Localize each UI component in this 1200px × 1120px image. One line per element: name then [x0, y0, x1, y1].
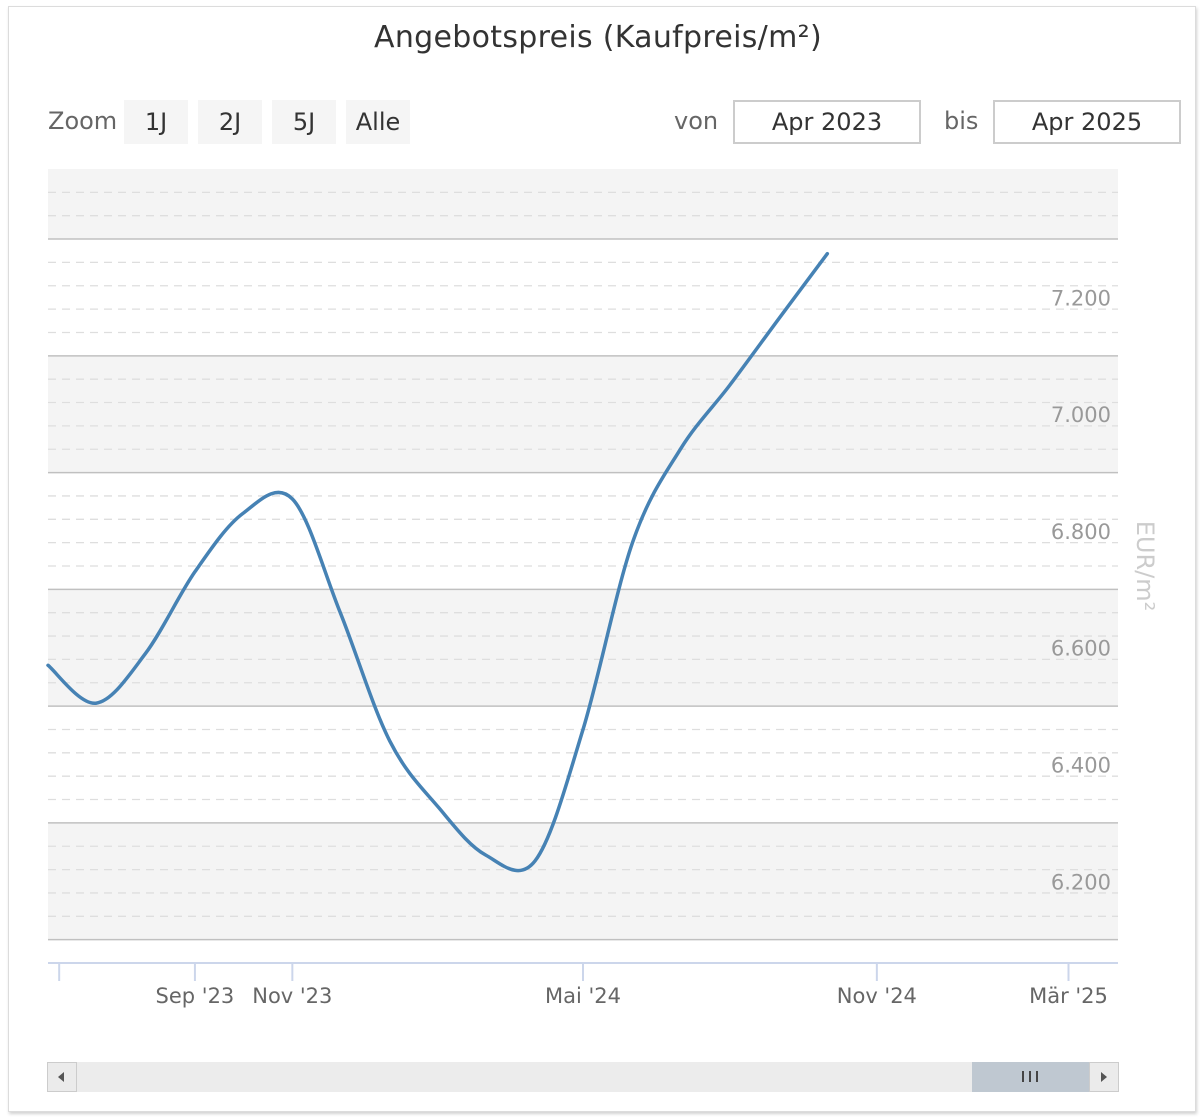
range-from-label: von: [674, 107, 719, 135]
grip-icon: [1022, 1071, 1038, 1082]
x-tick-label: Nov '23: [252, 984, 332, 1008]
plot-band: [48, 589, 1118, 707]
range-to-label: bis: [944, 107, 979, 135]
arrow-right-icon: [1101, 1072, 1107, 1082]
y-axis-title: EUR/m²: [1131, 521, 1159, 612]
chart-title: Angebotspreis (Kaufpreis/m²): [374, 20, 822, 55]
navigator-scrollbar-track[interactable]: [48, 1062, 1116, 1092]
y-tick-label: 6.600: [1051, 637, 1111, 661]
range-from-input[interactable]: Apr 2023: [733, 100, 921, 144]
y-tick-label: 6.200: [1051, 870, 1111, 894]
plot-band: [48, 169, 1118, 240]
zoom-1j-button[interactable]: 1J: [124, 100, 188, 144]
series-line: [46, 251, 830, 873]
x-tick-label: Nov '24: [837, 984, 917, 1008]
zoom-all-button[interactable]: Alle: [346, 100, 410, 144]
y-tick-label: 6.800: [1051, 520, 1111, 544]
y-tick-label: 6.400: [1051, 754, 1111, 778]
range-to-input[interactable]: Apr 2025: [993, 100, 1181, 144]
plot-band: [48, 355, 1118, 473]
plot-band: [48, 822, 1118, 940]
y-tick-label: 7.200: [1051, 286, 1111, 310]
navigator-scrollbar-thumb[interactable]: [972, 1062, 1089, 1092]
scroll-left-button[interactable]: [47, 1062, 77, 1092]
arrow-left-icon: [58, 1072, 64, 1082]
zoom-label: Zoom: [48, 107, 118, 135]
x-tick-label: Mai '24: [545, 984, 621, 1008]
scroll-right-button[interactable]: [1089, 1062, 1119, 1092]
y-tick-label: 7.000: [1051, 403, 1111, 427]
x-tick-label: Sep '23: [156, 984, 235, 1008]
zoom-2j-button[interactable]: 2J: [198, 100, 262, 144]
zoom-5j-button[interactable]: 5J: [272, 100, 336, 144]
x-tick-label: Mär '25: [1029, 984, 1108, 1008]
